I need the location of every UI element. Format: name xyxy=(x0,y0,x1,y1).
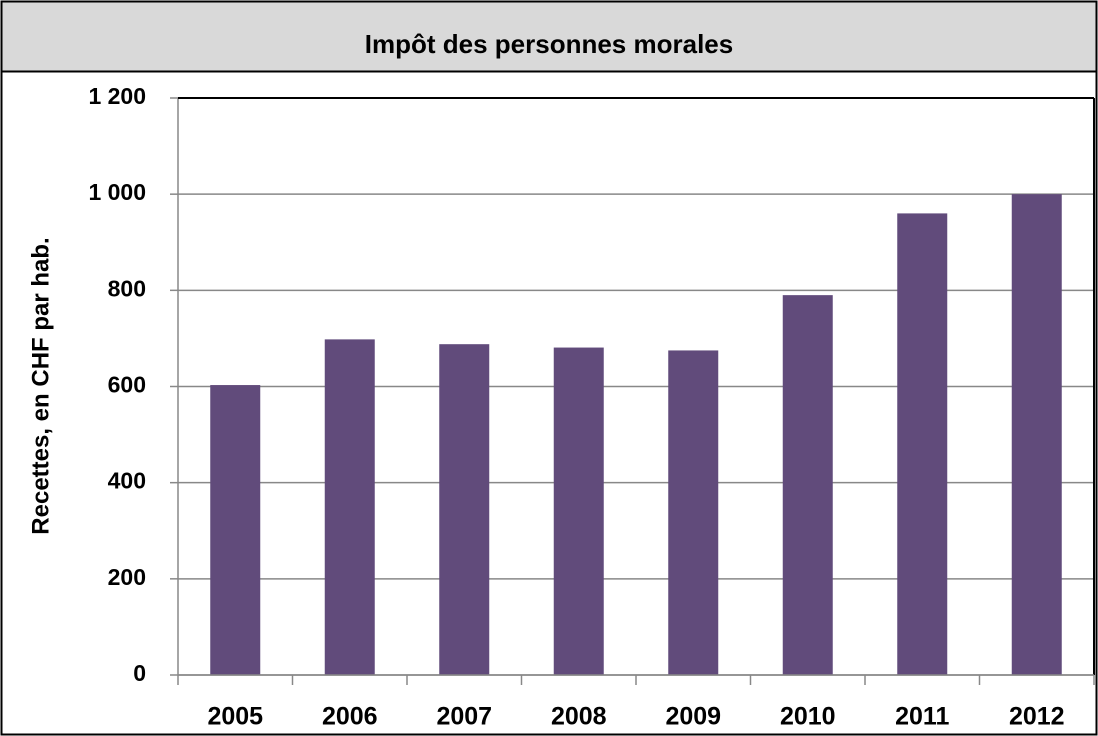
y-tick-label: 0 xyxy=(133,660,146,686)
bar xyxy=(1011,194,1062,675)
title-band xyxy=(0,0,1098,73)
bar xyxy=(210,385,261,675)
bar xyxy=(897,213,948,675)
bar xyxy=(553,347,604,675)
x-tick-label: 2010 xyxy=(780,703,836,731)
x-tick-label: 2009 xyxy=(665,703,721,731)
bar xyxy=(324,339,375,675)
x-tick-label: 2005 xyxy=(207,703,263,731)
y-tick-label: 200 xyxy=(108,564,146,590)
x-tick-label: 2012 xyxy=(1009,703,1065,731)
bar xyxy=(782,295,833,675)
x-tick-label: 2007 xyxy=(436,703,492,731)
x-tick-label: 2008 xyxy=(551,703,607,731)
y-axis-title: Recettes, en CHF par hab. xyxy=(27,237,54,534)
bar xyxy=(439,344,490,675)
y-tick-label: 400 xyxy=(108,468,146,494)
y-tick-label: 1 200 xyxy=(88,83,146,109)
y-tick-label: 600 xyxy=(108,372,146,398)
bar xyxy=(668,350,719,675)
y-tick-label: 1 000 xyxy=(88,179,146,205)
y-tick-label: 800 xyxy=(108,275,146,301)
x-tick-label: 2011 xyxy=(895,703,949,731)
chart-title: Impôt des personnes morales xyxy=(365,29,733,59)
x-tick-label: 2006 xyxy=(322,703,378,731)
